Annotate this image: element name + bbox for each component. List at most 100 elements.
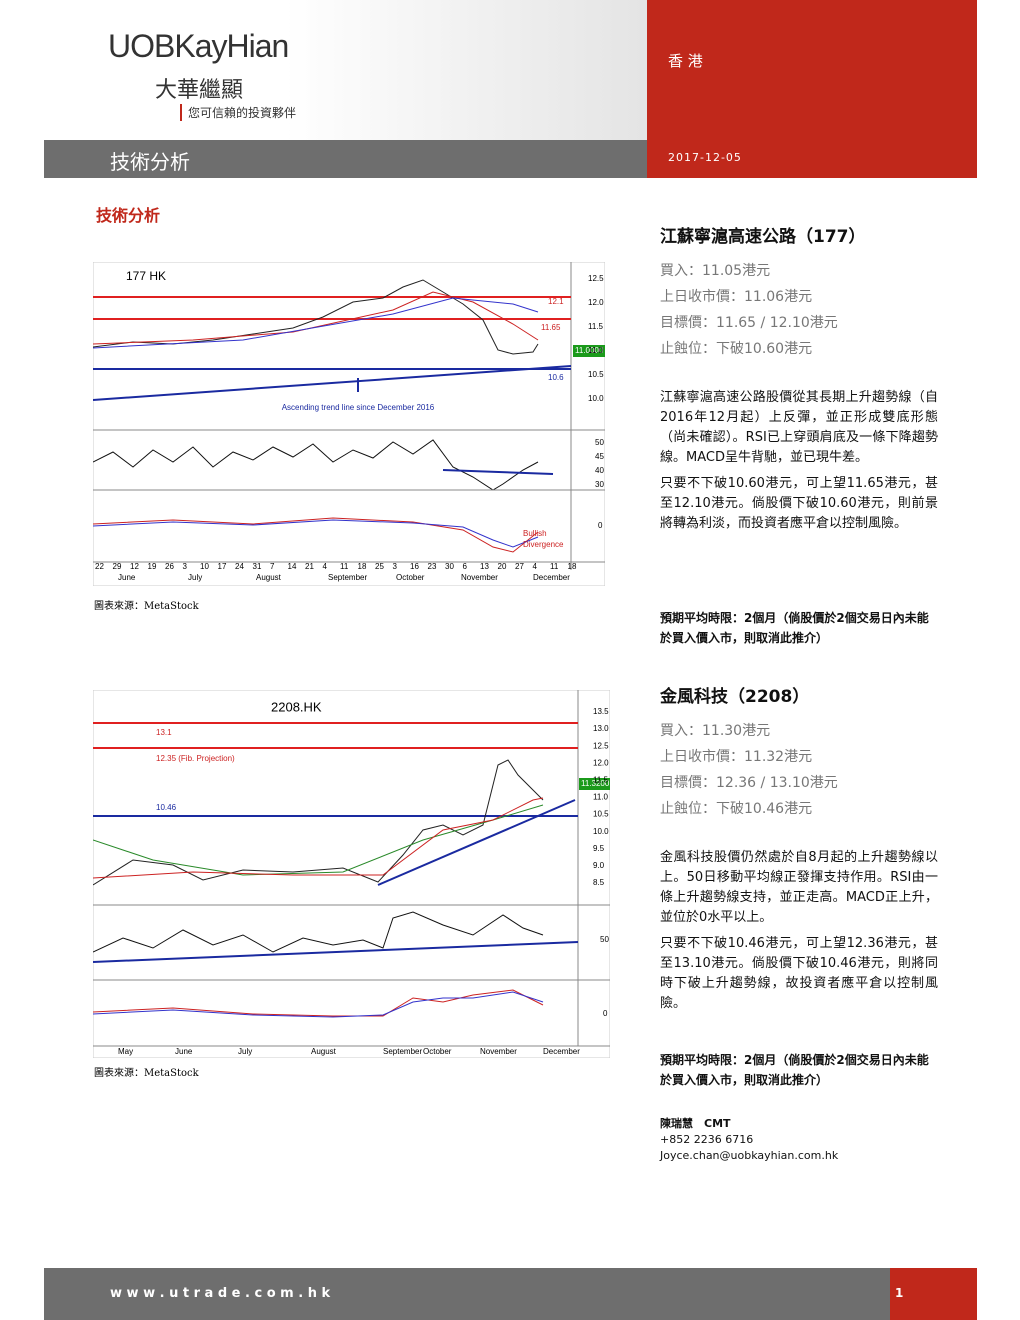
y-tick-label: 9.0 bbox=[593, 861, 605, 870]
chart-frame bbox=[93, 690, 610, 1058]
date-label: 19 bbox=[148, 562, 157, 571]
stock-title: 金風科技（2208） bbox=[660, 687, 810, 707]
last-price bbox=[579, 778, 610, 790]
level-label: 10.46 bbox=[156, 803, 177, 812]
month-label: November bbox=[461, 573, 498, 582]
date-label: 3 bbox=[183, 562, 188, 571]
month-label: September bbox=[383, 1047, 422, 1056]
paragraph: 只要不下破10.60港元，可上望11.65港元，甚至12.10港元。倘股價下破1… bbox=[660, 476, 938, 531]
stock-info: 買入：11.30港元 上日收市價：11.32港元 目標價：12.36 / 13.10… bbox=[660, 718, 938, 822]
chart-image: 2208.HK 13.1 12.35 (Fib. Projection) 10.46 1… bbox=[93, 690, 610, 1058]
level-label: 12.1 bbox=[548, 297, 564, 306]
date-label: 6 bbox=[463, 562, 468, 571]
analyst-name: 陳瑞慧 CMT bbox=[660, 1117, 731, 1130]
section-title: 技術分析 bbox=[110, 150, 190, 174]
date-label: 11 bbox=[340, 562, 349, 571]
macd-line bbox=[93, 989, 544, 1017]
analyst-phone: +852 2236 6716 bbox=[660, 1133, 754, 1146]
info-line: 買入：11.05港元 bbox=[660, 263, 771, 279]
level-label: 12.35 (Fib. Projection) bbox=[156, 754, 235, 763]
trend-line bbox=[93, 941, 579, 963]
rsi-tick-label: 30 bbox=[595, 480, 604, 489]
macd-tick-label: 0 bbox=[598, 521, 603, 530]
paragraph: 只要不下破10.46港元，可上望12.36港元，甚至13.10港元。倘股價下破1… bbox=[660, 936, 938, 1011]
month-label: June bbox=[118, 573, 136, 582]
trend-line bbox=[377, 799, 576, 886]
macd-line bbox=[93, 991, 544, 1018]
info-line: 上日收市價：11.06港元 bbox=[660, 289, 813, 305]
source: 圖表來源：MetaStock bbox=[94, 1068, 199, 1079]
date-label: 11 bbox=[550, 562, 559, 571]
date-label: 12 bbox=[130, 562, 139, 571]
date-label: 17 bbox=[218, 562, 227, 571]
y-tick-label: 11.0 bbox=[588, 346, 604, 355]
level-label: 10.6 bbox=[548, 373, 564, 382]
region: 香 港 bbox=[668, 52, 703, 70]
month-label: August bbox=[256, 573, 282, 582]
macd-line bbox=[93, 517, 539, 553]
date-label: 23 bbox=[428, 562, 437, 571]
stock-info: 買入：11.05港元 上日收市價：11.06港元 目標價：11.65 / 12.10… bbox=[660, 258, 938, 362]
date-label: 10 bbox=[200, 562, 209, 571]
chart-label: 2208.HK bbox=[271, 699, 322, 714]
last-price bbox=[573, 345, 605, 357]
logo-cn: 大華繼顯 bbox=[155, 78, 244, 103]
month-label: July bbox=[188, 573, 202, 582]
horizon: 預期平均時限：2個月（倘股價於2個交易日內未能於買入價入市，則取消此推介） bbox=[660, 1053, 929, 1087]
y-tick-label: 10.0 bbox=[588, 394, 604, 403]
paragraph: 江蘇寧滬高速公路股價從其長期上升趨勢線（自2016年12月起）上反彈，並正形成雙… bbox=[660, 390, 938, 465]
annotation: Ascending trend line since December 2016 bbox=[282, 403, 435, 412]
month-label: October bbox=[396, 573, 425, 582]
date-label: 4 bbox=[323, 562, 328, 571]
footer-url: w w w . u t r a d e . c o m . h k bbox=[110, 1286, 331, 1301]
annotation: Divergence bbox=[523, 540, 564, 549]
y-tick-label: 12.5 bbox=[593, 741, 609, 750]
y-tick-label: 13.0 bbox=[593, 724, 609, 733]
ma-line bbox=[93, 797, 544, 879]
info-line: 上日收市價：11.32港元 bbox=[660, 749, 813, 765]
y-tick-label: 11.0 bbox=[593, 793, 609, 802]
date-label: 31 bbox=[253, 562, 262, 571]
y-tick-label: 11.5 bbox=[588, 322, 604, 331]
y-tick-label: 8.5 bbox=[593, 878, 605, 887]
y-tick-label: 10.5 bbox=[588, 370, 604, 379]
level-label: 11.65 bbox=[541, 323, 561, 332]
y-tick-label: 12.0 bbox=[588, 298, 604, 307]
date-label: 4 bbox=[533, 562, 538, 571]
price-line bbox=[93, 279, 539, 355]
header-band bbox=[44, 0, 647, 140]
analyst-email: Joyce.chan@uobkayhian.com.hk bbox=[660, 1149, 839, 1162]
last-price: 11.3200 bbox=[581, 779, 610, 788]
annotation: Bullish bbox=[523, 529, 547, 538]
chart-frame bbox=[93, 262, 605, 586]
info-line: 止蝕位：下破10.46港元 bbox=[660, 801, 813, 817]
paragraph: 金風科技股價仍然處於自8月起的上升趨勢線以上。50日移動平均線正發揮支持作用。R… bbox=[660, 850, 938, 925]
rsi-tick-label: 50 bbox=[595, 438, 604, 447]
stock-body: 江蘇寧滬高速公路股價從其長期上升趨勢線（自2016年12月起）上反彈，並正形成雙… bbox=[660, 388, 938, 540]
y-tick-label: 12.0 bbox=[593, 758, 609, 767]
left-heading: 技術分析 bbox=[96, 206, 161, 225]
date-label: 27 bbox=[515, 562, 524, 571]
date-label: 25 bbox=[375, 562, 384, 571]
date-label: 26 bbox=[165, 562, 174, 571]
month-label: May bbox=[118, 1047, 133, 1056]
horizon: 預期平均時限：2個月（倘股價於2個交易日內未能於買入價入市，則取消此推介） bbox=[660, 611, 929, 645]
rsi-line bbox=[93, 911, 544, 953]
level-label: 13.1 bbox=[156, 728, 172, 737]
trend-line bbox=[93, 365, 572, 401]
stock-body: 金風科技股價仍然處於自8月起的上升趨勢線以上。50日移動平均線正發揮支持作用。R… bbox=[660, 848, 938, 1020]
date-label: 7 bbox=[270, 562, 275, 571]
macd-tick-label: 0 bbox=[603, 1009, 608, 1018]
info-line: 買入：11.30港元 bbox=[660, 723, 771, 739]
month-label: October bbox=[423, 1047, 452, 1056]
y-tick-label: 9.5 bbox=[593, 844, 605, 853]
logo-en: UOBKayHian bbox=[108, 28, 289, 64]
date-label: 29 bbox=[113, 562, 122, 571]
date-label: 21 bbox=[305, 562, 314, 571]
section-bar bbox=[44, 140, 647, 178]
month-label: June bbox=[175, 1047, 193, 1056]
ma-line bbox=[93, 291, 539, 345]
footer-bar bbox=[44, 1268, 890, 1320]
month-label: July bbox=[238, 1047, 252, 1056]
